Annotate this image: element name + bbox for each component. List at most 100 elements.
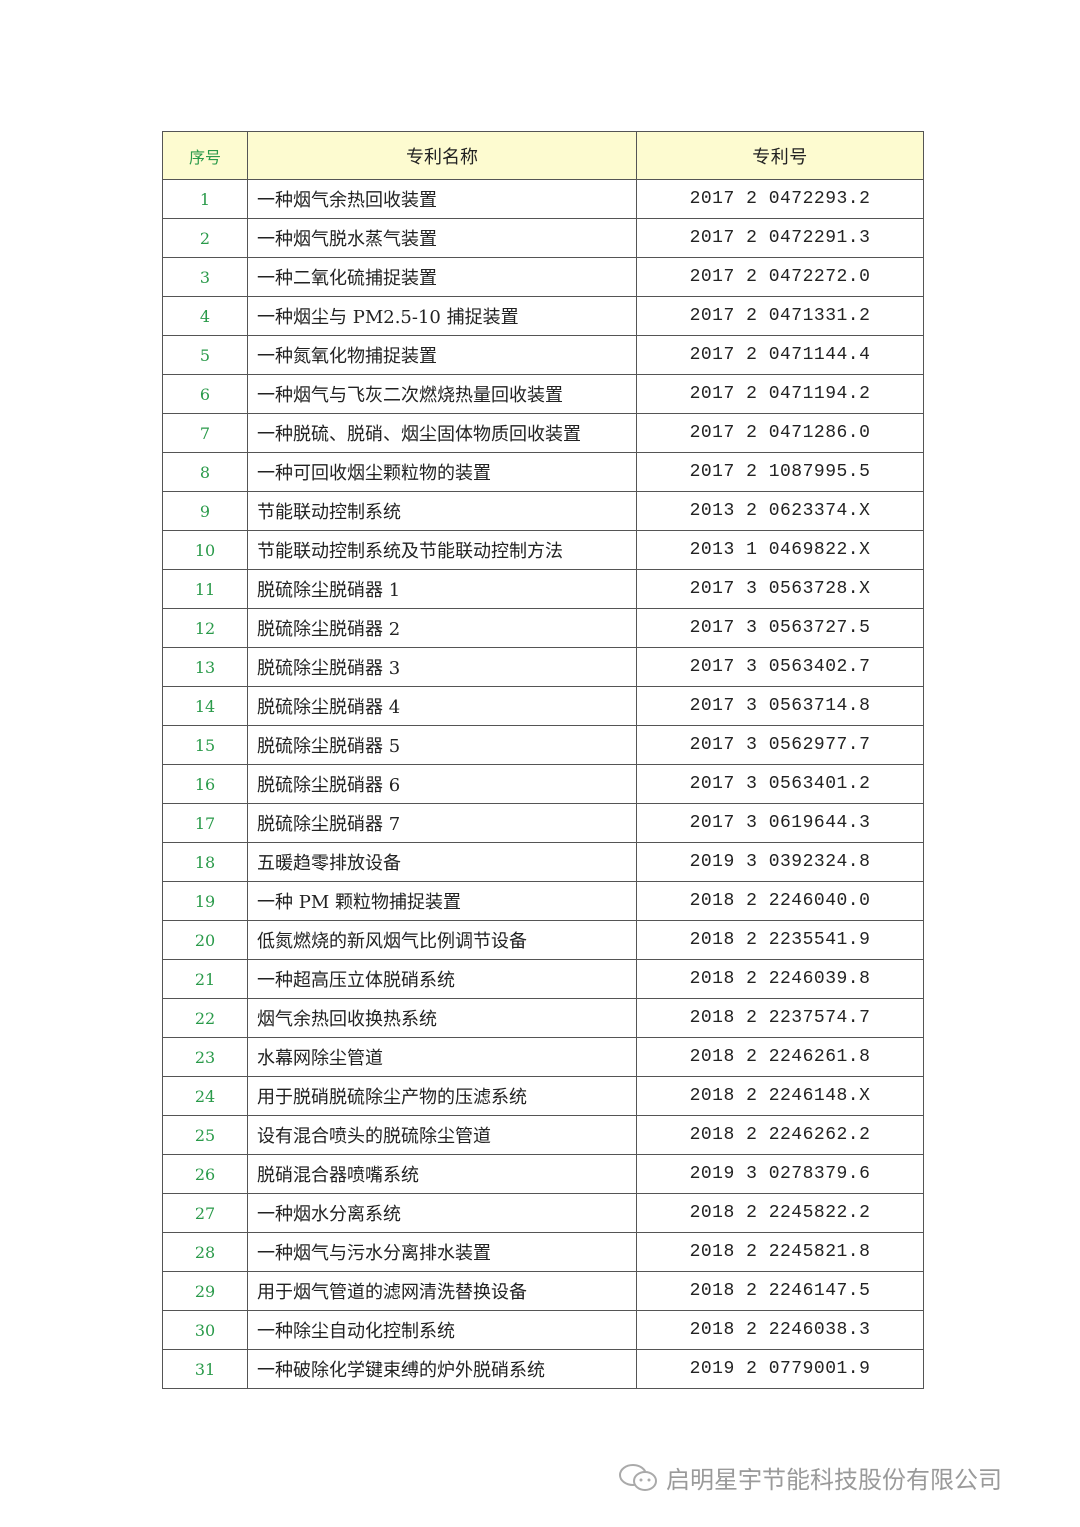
patent-name: 一种烟气与污水分离排水装置 [247, 1232, 637, 1272]
table-row: 2 一种烟气脱水蒸气装置 2017 2 0472291.3 [162, 218, 924, 258]
row-index: 15 [162, 725, 248, 765]
patent-number: 2017 2 1087995.5 [636, 452, 924, 492]
row-index: 8 [162, 452, 248, 492]
table-row: 8 一种可回收烟尘颗粒物的装置 2017 2 1087995.5 [162, 452, 924, 492]
patent-table: 序号 专利名称 专利号 1 一种烟气余热回收装置 2017 2 0472293.2 2… [162, 131, 924, 1389]
patent-name: 脱硫除尘脱硝器 1 [247, 569, 637, 609]
patent-number: 2017 2 0472293.2 [636, 179, 924, 219]
table-row: 30 一种除尘自动化控制系统 2018 2 2246038.3 [162, 1310, 924, 1350]
patent-number: 2017 2 0471286.0 [636, 413, 924, 453]
patent-number: 2018 2 2245821.8 [636, 1232, 924, 1272]
table-row: 9 节能联动控制系统 2013 2 0623374.X [162, 491, 924, 531]
table-row: 16 脱硫除尘脱硝器 6 2017 3 0563401.2 [162, 764, 924, 804]
row-index: 10 [162, 530, 248, 570]
patent-name: 脱硫除尘脱硝器 3 [247, 647, 637, 687]
patent-name: 烟气余热回收换热系统 [247, 998, 637, 1038]
patent-number: 2017 2 0472272.0 [636, 257, 924, 297]
watermark-text: 启明星宇节能科技股份有限公司 [666, 1466, 1002, 1494]
table-row: 20 低氮燃烧的新风烟气比例调节设备 2018 2 2235541.9 [162, 920, 924, 960]
patent-name: 五暖趋零排放设备 [247, 842, 637, 882]
table-row: 6 一种烟气与飞灰二次燃烧热量回收装置 2017 2 0471194.2 [162, 374, 924, 414]
table-row: 19 一种 PM 颗粒物捕捉装置 2018 2 2246040.0 [162, 881, 924, 921]
row-index: 3 [162, 257, 248, 297]
table-row: 12 脱硫除尘脱硝器 2 2017 3 0563727.5 [162, 608, 924, 648]
table-row: 1 一种烟气余热回收装置 2017 2 0472293.2 [162, 179, 924, 219]
table-row: 24 用于脱硝脱硫除尘产物的压滤系统 2018 2 2246148.X [162, 1076, 924, 1116]
header-patent-number: 专利号 [636, 131, 924, 180]
patent-number: 2018 2 2246039.8 [636, 959, 924, 999]
table-row: 10 节能联动控制系统及节能联动控制方法 2013 1 0469822.X [162, 530, 924, 570]
header-patent-name: 专利名称 [247, 131, 637, 180]
row-index: 20 [162, 920, 248, 960]
patent-number: 2017 3 0563727.5 [636, 608, 924, 648]
patent-name: 一种烟气脱水蒸气装置 [247, 218, 637, 258]
row-index: 16 [162, 764, 248, 804]
patent-number: 2017 3 0563401.2 [636, 764, 924, 804]
patent-name: 水幕网除尘管道 [247, 1037, 637, 1077]
patent-name: 一种 PM 颗粒物捕捉装置 [247, 881, 637, 921]
row-index: 1 [162, 179, 248, 219]
row-index: 26 [162, 1154, 248, 1194]
table-row: 28 一种烟气与污水分离排水装置 2018 2 2245821.8 [162, 1232, 924, 1272]
patent-name: 一种烟水分离系统 [247, 1193, 637, 1233]
watermark: 启明星宇节能科技股份有限公司 [618, 1460, 1002, 1495]
row-index: 27 [162, 1193, 248, 1233]
patent-number: 2018 2 2246038.3 [636, 1310, 924, 1350]
patent-number: 2017 3 0619644.3 [636, 803, 924, 843]
row-index: 19 [162, 881, 248, 921]
patent-name: 一种烟尘与 PM2.5-10 捕捉装置 [247, 296, 637, 336]
patent-name: 一种二氧化硫捕捉装置 [247, 257, 637, 297]
row-index: 18 [162, 842, 248, 882]
patent-number: 2018 2 2246040.0 [636, 881, 924, 921]
patent-number: 2017 3 0563728.X [636, 569, 924, 609]
table-row: 3 一种二氧化硫捕捉装置 2017 2 0472272.0 [162, 257, 924, 297]
patent-number: 2018 2 2246261.8 [636, 1037, 924, 1077]
patent-name: 脱硫除尘脱硝器 6 [247, 764, 637, 804]
row-index: 25 [162, 1115, 248, 1155]
table-row: 21 一种超高压立体脱硝系统 2018 2 2246039.8 [162, 959, 924, 999]
row-index: 5 [162, 335, 248, 375]
table-row: 25 设有混合喷头的脱硫除尘管道 2018 2 2246262.2 [162, 1115, 924, 1155]
patent-number: 2018 2 2246262.2 [636, 1115, 924, 1155]
table-row: 5 一种氮氧化物捕捉装置 2017 2 0471144.4 [162, 335, 924, 375]
patent-number: 2019 2 0779001.9 [636, 1349, 924, 1389]
patent-name: 一种氮氧化物捕捉装置 [247, 335, 637, 375]
table-row: 15 脱硫除尘脱硝器 5 2017 3 0562977.7 [162, 725, 924, 765]
patent-name: 脱硫除尘脱硝器 7 [247, 803, 637, 843]
patent-name: 用于烟气管道的滤网清洗替换设备 [247, 1271, 637, 1311]
patent-name: 脱硫除尘脱硝器 5 [247, 725, 637, 765]
patent-number: 2017 2 0471194.2 [636, 374, 924, 414]
patent-number: 2017 3 0563402.7 [636, 647, 924, 687]
patent-name: 一种超高压立体脱硝系统 [247, 959, 637, 999]
table-row: 31 一种破除化学键束缚的炉外脱硝系统 2019 2 0779001.9 [162, 1349, 924, 1389]
patent-name: 用于脱硝脱硫除尘产物的压滤系统 [247, 1076, 637, 1116]
patent-number: 2017 2 0471144.4 [636, 335, 924, 375]
table-header-row: 序号 专利名称 专利号 [162, 131, 924, 180]
patent-number: 2018 2 2246147.5 [636, 1271, 924, 1311]
table-row: 27 一种烟水分离系统 2018 2 2245822.2 [162, 1193, 924, 1233]
table-row: 26 脱硝混合器喷嘴系统 2019 3 0278379.6 [162, 1154, 924, 1194]
table-row: 11 脱硫除尘脱硝器 1 2017 3 0563728.X [162, 569, 924, 609]
patent-number: 2018 2 2245822.2 [636, 1193, 924, 1233]
patent-name: 一种烟气与飞灰二次燃烧热量回收装置 [247, 374, 637, 414]
row-index: 13 [162, 647, 248, 687]
patent-name: 设有混合喷头的脱硫除尘管道 [247, 1115, 637, 1155]
table-row: 4 一种烟尘与 PM2.5-10 捕捉装置 2017 2 0471331.2 [162, 296, 924, 336]
row-index: 17 [162, 803, 248, 843]
patent-number: 2017 2 0472291.3 [636, 218, 924, 258]
table-row: 13 脱硫除尘脱硝器 3 2017 3 0563402.7 [162, 647, 924, 687]
row-index: 30 [162, 1310, 248, 1350]
wechat-icon [619, 1463, 657, 1491]
patent-number: 2017 3 0563714.8 [636, 686, 924, 726]
patent-name: 一种破除化学键束缚的炉外脱硝系统 [247, 1349, 637, 1389]
patent-number: 2018 2 2237574.7 [636, 998, 924, 1038]
patent-name: 节能联动控制系统及节能联动控制方法 [247, 530, 637, 570]
patent-name: 脱硫除尘脱硝器 4 [247, 686, 637, 726]
patent-number: 2017 2 0471331.2 [636, 296, 924, 336]
patent-number: 2017 3 0562977.7 [636, 725, 924, 765]
row-index: 7 [162, 413, 248, 453]
row-index: 11 [162, 569, 248, 609]
patent-number: 2013 1 0469822.X [636, 530, 924, 570]
row-index: 2 [162, 218, 248, 258]
patent-name: 一种可回收烟尘颗粒物的装置 [247, 452, 637, 492]
